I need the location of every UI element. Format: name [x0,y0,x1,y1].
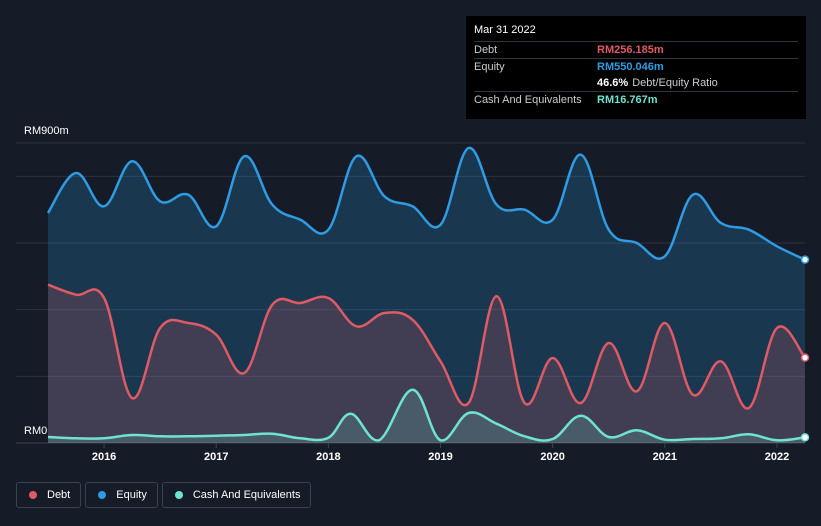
x-tick-label: 2018 [316,451,340,463]
equity-line [46,146,806,261]
tooltip-key: Debt [474,44,498,56]
tooltip-ratio-label: Debt/Equity Ratio [632,77,718,89]
x-tick-label: 2022 [765,451,789,463]
y-axis-top-label: RM900m [24,125,69,137]
tooltip-value: 46.6% [597,77,629,89]
equity-dot-icon [98,491,107,499]
y-axis-bottom-label: RM0 [24,425,48,437]
tooltip-date: Mar 31 2022 [474,24,536,36]
chart-lines [46,146,807,442]
debt-line [47,283,807,410]
legend-label: Equity [116,489,147,501]
cash-and-equivalents-area [48,389,805,443]
debt-area [48,284,805,443]
tooltip-value: RM256.185m [597,44,664,56]
chart-endpoints [800,255,810,442]
x-tick-label: 2020 [540,451,564,463]
cash-dot-icon [174,491,183,499]
legend-label: Debt [47,489,71,501]
tooltip-value: RM550.046m [597,61,664,73]
tooltip-row-debt: Debt RM256.185m [474,41,798,58]
tooltip-value: RM16.767m [597,94,658,106]
legend-item-debt[interactable]: Debt [16,482,82,508]
equity-endpoint [800,255,810,264]
cash-and-equivalents-endpoint [800,433,810,442]
x-tick-label: 2021 [653,451,677,463]
data-tooltip: Mar 31 2022 Debt RM256.185m Equity RM550… [466,16,806,119]
tooltip-key: Equity [474,61,505,73]
debt-dot-icon [29,491,37,499]
tooltip-key: Cash And Equivalents [474,94,582,106]
tooltip-row-equity: Equity RM550.046m [474,58,798,75]
tooltip-row-cash: Cash And Equivalents RM16.767m [474,91,798,108]
legend-label: Cash And Equivalents [192,489,301,501]
chart-areas [48,147,805,443]
x-tick-label: 2016 [92,451,116,463]
legend-item-cash[interactable]: Cash And Equivalents [161,482,312,508]
x-tick-label: 2019 [428,451,452,463]
tooltip-row-ratio: 46.6% Debt/Equity Ratio [474,75,798,91]
chart-legend: Debt Equity Cash And Equivalents [16,482,312,508]
cash-and-equivalents-line [47,388,806,442]
x-axis-ticks: 2016 2017 2018 2019 2020 2021 2022 [92,443,789,463]
debt-endpoint [800,353,810,362]
legend-item-equity[interactable]: Equity [85,482,158,508]
chart-grid [16,142,805,444]
x-tick-label: 2017 [204,451,228,463]
